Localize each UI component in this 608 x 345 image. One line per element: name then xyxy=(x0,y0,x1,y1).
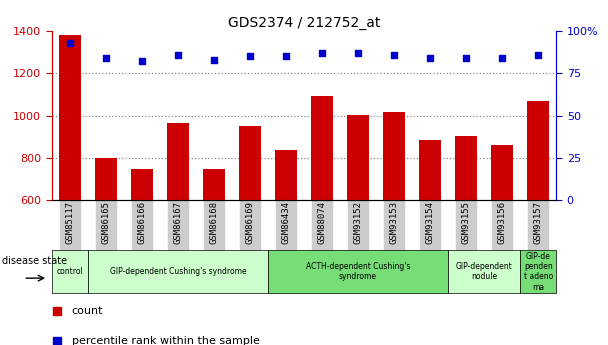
Bar xyxy=(528,101,549,200)
Point xyxy=(137,59,147,64)
Point xyxy=(209,57,219,62)
Bar xyxy=(455,136,477,200)
Text: disease state: disease state xyxy=(2,256,67,266)
Point xyxy=(245,54,255,59)
Bar xyxy=(491,145,513,200)
Bar xyxy=(131,169,153,200)
Point xyxy=(533,52,543,58)
Bar xyxy=(275,150,297,200)
Bar xyxy=(167,123,188,200)
Point xyxy=(173,52,183,58)
Text: control: control xyxy=(57,267,83,276)
Point xyxy=(426,55,435,61)
Point xyxy=(65,40,75,46)
Bar xyxy=(59,35,80,200)
Point xyxy=(497,55,507,61)
Point xyxy=(52,338,61,344)
Bar xyxy=(448,250,520,293)
Bar xyxy=(239,126,261,200)
Point xyxy=(101,55,111,61)
Text: GIP-dependent
nodule: GIP-dependent nodule xyxy=(456,262,513,282)
Bar xyxy=(420,140,441,200)
Text: GIP-de
penden
t adeno
ma: GIP-de penden t adeno ma xyxy=(523,252,553,292)
Bar xyxy=(311,96,333,200)
Title: GDS2374 / 212752_at: GDS2374 / 212752_at xyxy=(228,16,380,30)
Text: percentile rank within the sample: percentile rank within the sample xyxy=(72,336,260,345)
Point xyxy=(461,55,471,61)
Point xyxy=(353,50,363,56)
Bar xyxy=(268,250,448,293)
Bar xyxy=(203,169,225,200)
Bar xyxy=(347,115,369,200)
Bar xyxy=(95,158,117,200)
Bar xyxy=(383,112,405,200)
Point xyxy=(389,52,399,58)
Point xyxy=(52,309,61,314)
Bar xyxy=(520,250,556,293)
Point xyxy=(281,54,291,59)
Point xyxy=(317,50,327,56)
Bar xyxy=(52,250,88,293)
Text: count: count xyxy=(72,306,103,316)
Text: GIP-dependent Cushing's syndrome: GIP-dependent Cushing's syndrome xyxy=(109,267,246,276)
Bar xyxy=(88,250,268,293)
Text: ACTH-dependent Cushing's
syndrome: ACTH-dependent Cushing's syndrome xyxy=(306,262,410,282)
